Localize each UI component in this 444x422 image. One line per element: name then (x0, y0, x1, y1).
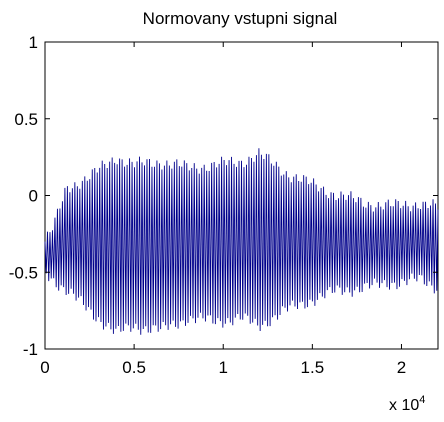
y-tick-label: -1 (23, 340, 38, 359)
x-tick-label: 2 (397, 358, 406, 377)
y-tick-label: -0.5 (9, 263, 38, 282)
signal-line (44, 148, 439, 335)
signal-layer (44, 148, 439, 335)
chart-title: Normovany vstupni signal (143, 9, 338, 28)
tick-layer (44, 41, 438, 350)
x-tick-label: 0.5 (122, 358, 146, 377)
x-tick-label: 1 (218, 358, 227, 377)
y-tick-label: 0.5 (14, 110, 38, 129)
x-multiplier-base: x 10 (389, 397, 419, 414)
x-multiplier: x 104 (389, 394, 425, 414)
x-tick-label: 1.5 (301, 358, 325, 377)
x-tick-label: 0 (40, 358, 49, 377)
tick-label-layer: 0 0.5 1 1.5 2 1 0.5 0 -0.5 -1 (9, 33, 406, 377)
y-tick-label: 1 (29, 33, 38, 52)
y-tick-label: 0 (29, 187, 38, 206)
x-multiplier-exponent: 4 (419, 394, 425, 406)
